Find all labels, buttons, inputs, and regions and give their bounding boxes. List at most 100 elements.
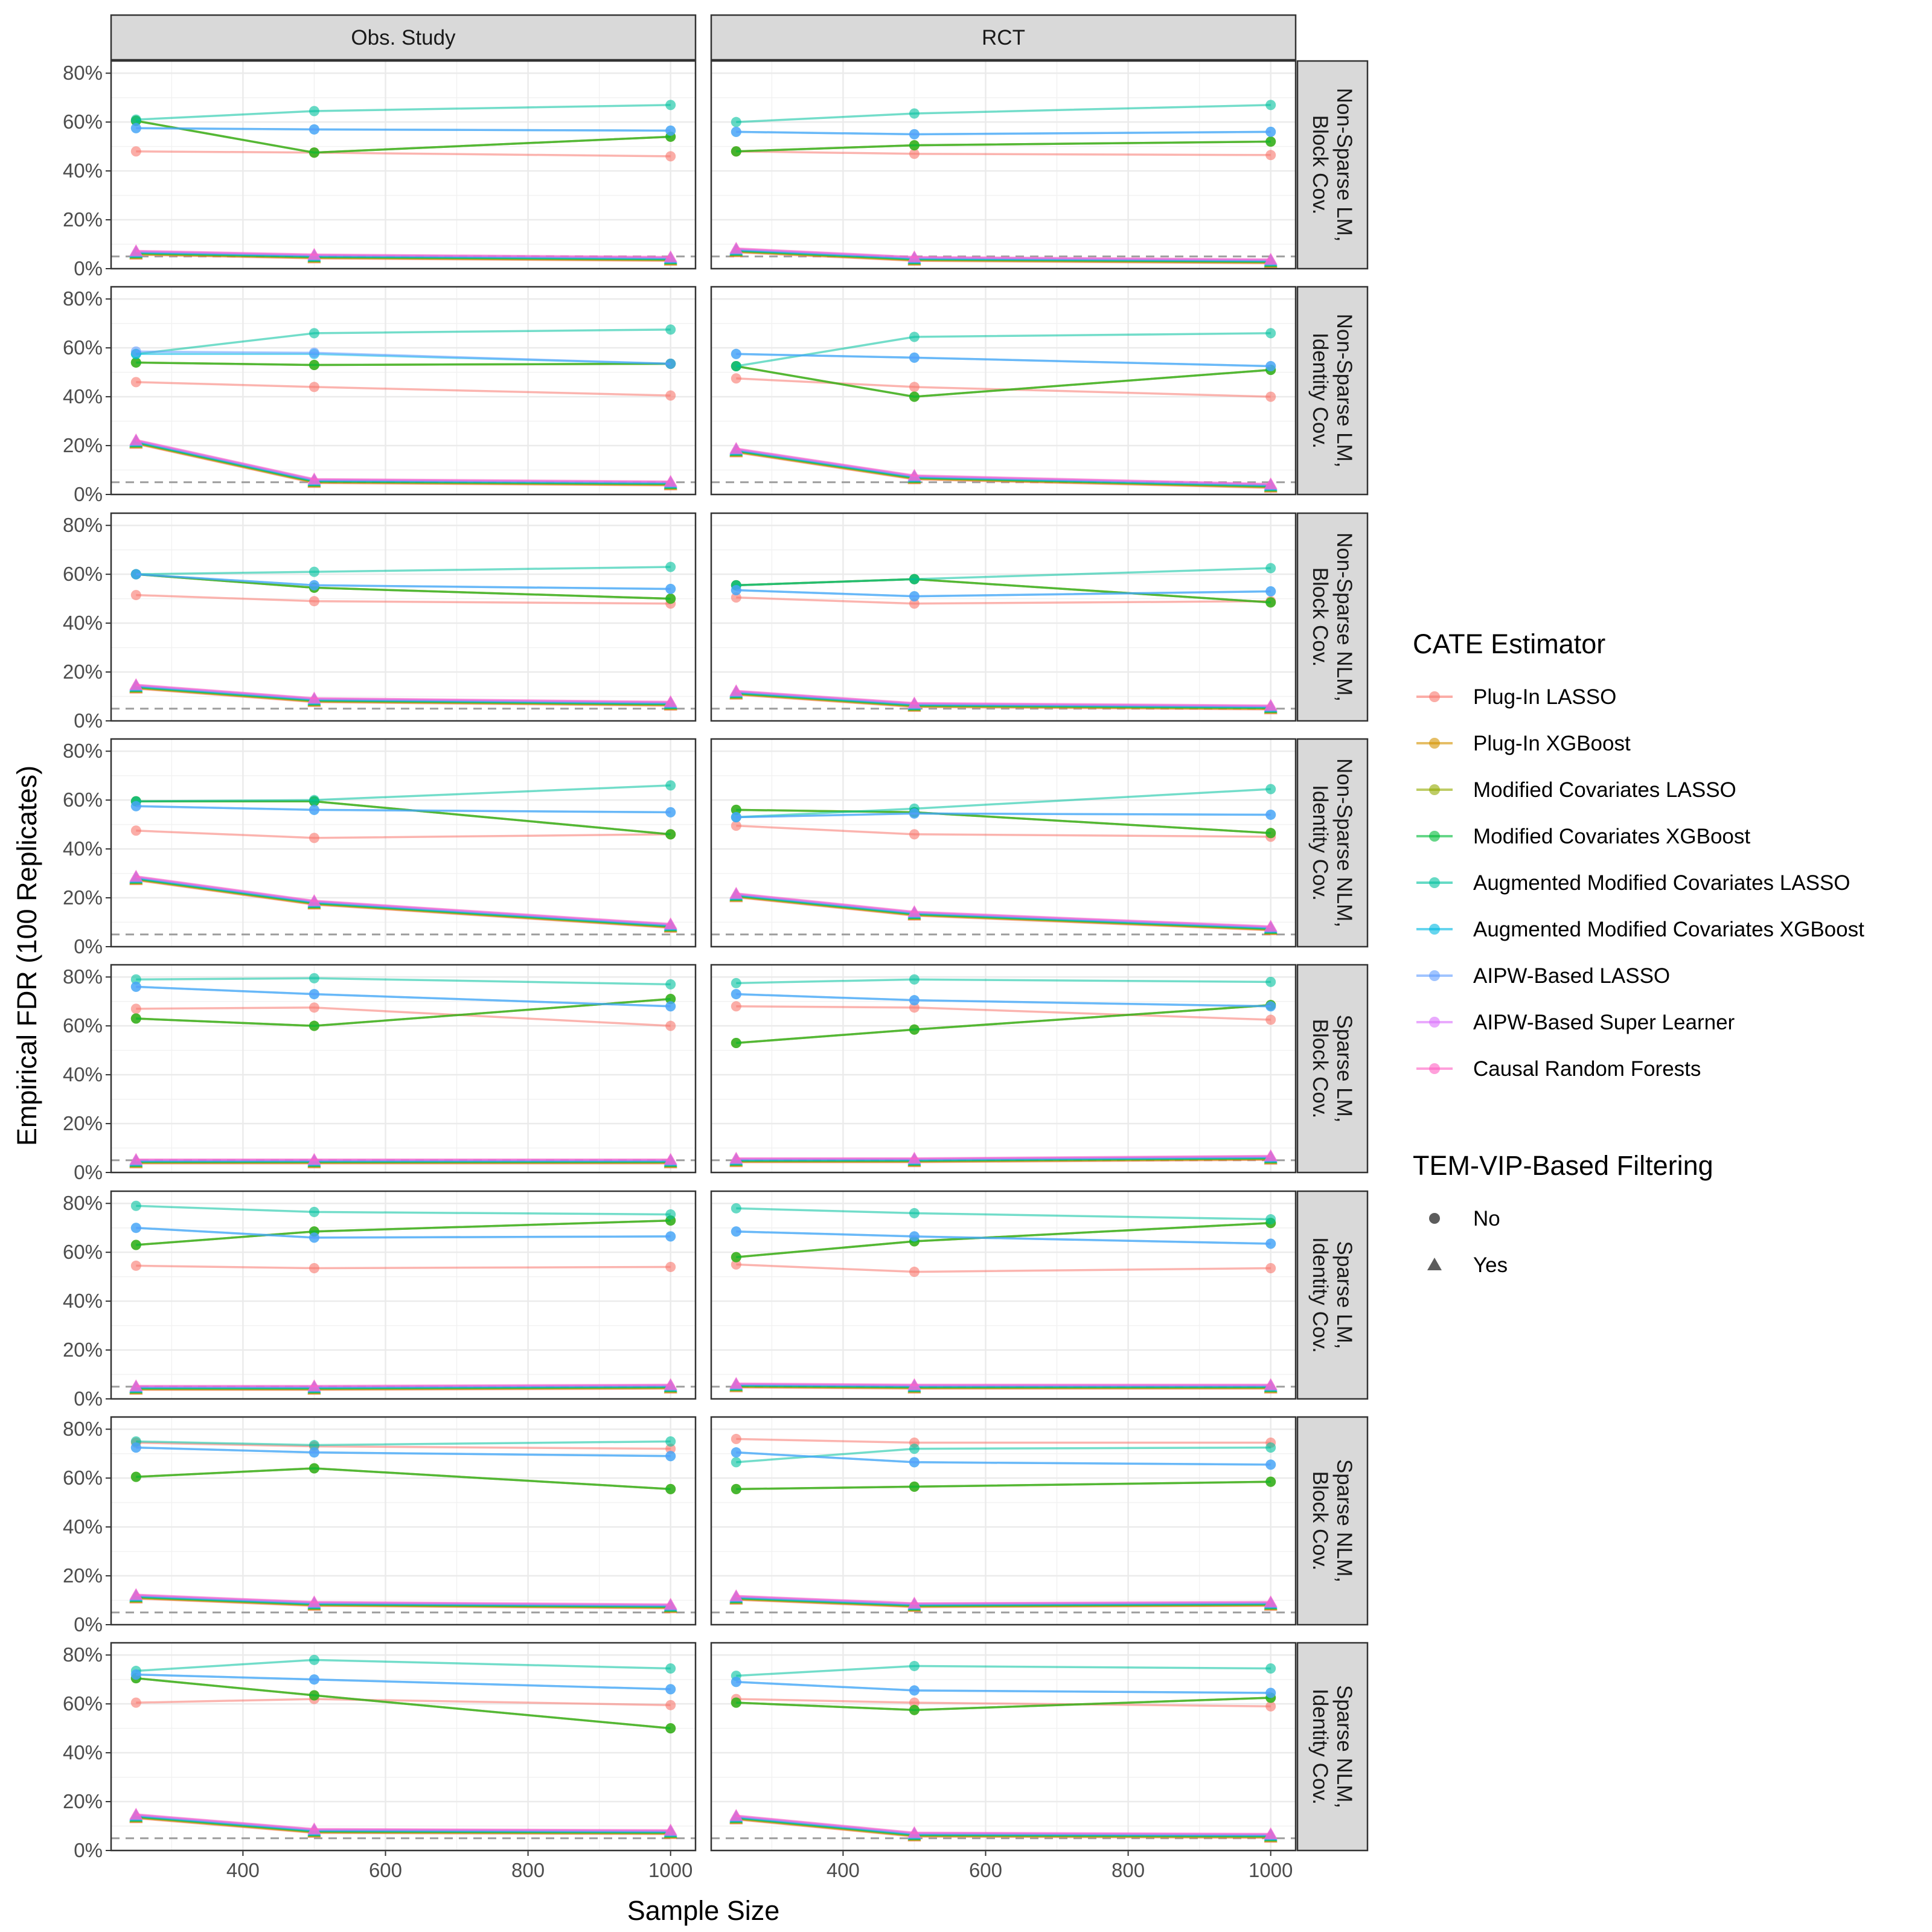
data-point [1265, 1701, 1276, 1712]
data-point [729, 886, 743, 899]
data-point [307, 1595, 321, 1607]
data-point [1265, 328, 1276, 339]
panel-background [711, 1191, 1296, 1399]
row-strip-label: Non-Sparse LM,Block Cov. [1308, 88, 1356, 242]
y-tick-label: 60% [63, 110, 103, 133]
row-strip: Sparse LM,Identity Cov. [1296, 1190, 1369, 1400]
y-tick-label: 0% [74, 257, 103, 280]
data-point [130, 1239, 141, 1250]
legend-title: CATE Estimator [1413, 629, 1605, 659]
row-strip-background [1296, 286, 1369, 496]
row-strip-background [1296, 964, 1369, 1174]
data-point [731, 592, 741, 603]
facet-panel [110, 512, 697, 722]
data-point [909, 140, 920, 151]
data-point [309, 1674, 319, 1685]
data-point [1265, 1214, 1276, 1225]
data-point [130, 1200, 141, 1211]
data-point [1265, 1238, 1276, 1249]
data-point [729, 1589, 743, 1601]
data-point [309, 1002, 319, 1013]
legend-item: Causal Random Forests [1416, 1057, 1701, 1081]
row-strip-label-line: Identity Cov. [1308, 1689, 1332, 1805]
data-point [129, 678, 143, 690]
data-point [665, 100, 676, 110]
panel-border [110, 512, 697, 722]
panel-background [711, 965, 1296, 1172]
data-point [130, 801, 141, 811]
legend-title: TEM-VIP-Based Filtering [1413, 1150, 1713, 1181]
data-point [729, 242, 743, 254]
data-point [731, 804, 741, 815]
data-point [309, 1020, 319, 1031]
panel-border [710, 738, 1297, 948]
y-tick-label: 60% [63, 1467, 103, 1489]
row-strip-background [1296, 512, 1369, 722]
data-point [129, 433, 143, 446]
panel-background [711, 61, 1296, 269]
data-point [731, 812, 741, 823]
data-point [731, 146, 741, 157]
data-point [665, 994, 676, 1005]
y-tick-label: 80% [63, 514, 103, 536]
data-point [909, 574, 920, 584]
row-strip-label-line: Identity Cov. [1308, 1237, 1332, 1353]
panel-border [110, 286, 697, 496]
x-tick-label: 800 [1112, 1859, 1145, 1881]
y-tick-label: 20% [63, 208, 103, 231]
panel-border [710, 1416, 1297, 1626]
column-strip: Obs. Study [110, 14, 697, 61]
legend-label: Yes [1473, 1253, 1508, 1277]
panel-background [111, 61, 696, 269]
data-point [1265, 1442, 1276, 1453]
y-tick-label: 0% [74, 1161, 103, 1183]
data-point [664, 475, 677, 487]
panel-border [110, 1416, 697, 1626]
legend-item: Modified Covariates XGBoost [1416, 825, 1750, 848]
data-point [309, 1232, 319, 1243]
legend-item: No [1429, 1207, 1500, 1230]
row-strip-label: Sparse NLM,Block Cov. [1308, 1459, 1356, 1582]
data-point [665, 1001, 676, 1012]
data-point [909, 591, 920, 602]
facet-panel [710, 1416, 1297, 1626]
data-point [665, 358, 676, 369]
data-point [909, 995, 920, 1006]
panel-background [711, 739, 1296, 947]
column-strip-background [710, 14, 1297, 61]
data-point [1264, 920, 1278, 932]
data-point [130, 1013, 141, 1024]
legend-key-point [1429, 1063, 1440, 1074]
data-point [129, 1379, 143, 1391]
data-point [130, 1471, 141, 1482]
legend-item: Plug-In XGBoost [1416, 732, 1631, 755]
legend-key-point [1427, 1258, 1442, 1270]
data-point [907, 1826, 921, 1838]
row-strip: Non-Sparse LM,Block Cov. [1296, 60, 1369, 270]
data-point [731, 977, 741, 988]
column-strip: RCT [710, 14, 1297, 61]
data-point [130, 123, 141, 133]
data-point [309, 1690, 319, 1701]
y-tick-label: 80% [63, 965, 103, 988]
data-point [909, 598, 920, 609]
data-point [130, 1442, 141, 1453]
data-point [731, 1203, 741, 1214]
data-point [665, 807, 676, 817]
legend-key-point [1429, 831, 1440, 842]
data-point [129, 1808, 143, 1820]
data-point [1265, 136, 1276, 147]
y-tick-label: 40% [63, 1290, 103, 1312]
data-point [909, 1481, 920, 1492]
data-point [907, 469, 921, 481]
data-point [909, 1457, 920, 1468]
row-strip-label-line: Non-Sparse LM, [1332, 88, 1356, 242]
data-point [130, 114, 141, 125]
data-point [309, 989, 319, 1000]
data-point [309, 580, 319, 590]
facet-panel [110, 60, 697, 270]
row-strip-label: Sparse LM,Identity Cov. [1308, 1237, 1356, 1353]
row-strip: Sparse LM,Block Cov. [1296, 964, 1369, 1174]
data-point [731, 1252, 741, 1262]
y-tick-label: 40% [63, 1741, 103, 1764]
